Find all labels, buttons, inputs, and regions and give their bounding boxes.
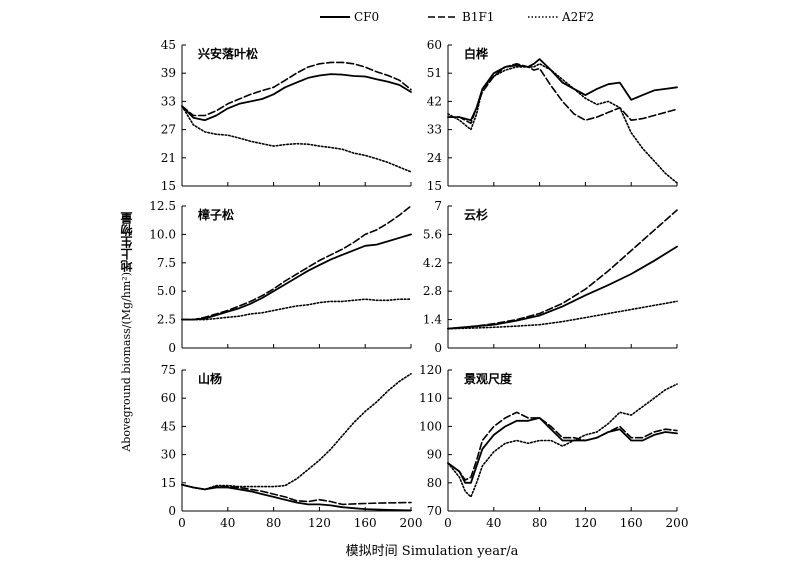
- panel-1: 15 21 27 33 39 45 兴安落叶松: [161, 38, 412, 193]
- y-tick-label: 100: [419, 419, 442, 433]
- panel-6: 70 80 90 100 110 120 0 40 80 120 160 200 景观尺度: [419, 363, 688, 530]
- y-tick-label: 75: [161, 363, 176, 377]
- y-tick-label: 45: [161, 38, 176, 52]
- series-line-b1f1: [181, 205, 412, 321]
- y-axis-title-cn: 地上生物量: [119, 212, 134, 272]
- series-line-b1f1: [181, 61, 412, 117]
- y-tick-label: 42: [427, 94, 442, 108]
- series-line-cf0: [181, 233, 412, 321]
- series-line-b1f1: [447, 209, 678, 330]
- x-tick-label: 120: [308, 516, 331, 530]
- y-tick-label: 7.5: [157, 256, 176, 270]
- y-tick-label: 70: [427, 504, 442, 518]
- panel-title: 兴安落叶松: [198, 46, 258, 61]
- x-tick-label: 0: [178, 516, 186, 530]
- y-tick-label: 15: [427, 179, 442, 193]
- y-tick-label: 7: [434, 199, 442, 213]
- series-line-cf0: [447, 416, 678, 484]
- y-tick-label: 51: [427, 66, 442, 80]
- y-tick-label: 5.6: [423, 227, 442, 241]
- y-tick-label: 90: [427, 448, 442, 462]
- y-tick-label: 39: [161, 66, 176, 80]
- series-line-b1f1: [447, 411, 678, 481]
- y-tick-label: 24: [427, 151, 443, 165]
- y-tick-label: 2.8: [423, 284, 442, 298]
- panel-3: 0 2.5 5.0 7.5 10.0 12.5 樟子松: [149, 199, 412, 355]
- panel-2: 15 24 33 42 51 60 白桦: [427, 38, 678, 193]
- series-line-a2f2: [181, 372, 412, 491]
- y-tick-label: 27: [161, 123, 176, 137]
- y-tick-label: 45: [161, 419, 176, 433]
- x-tick-label: 40: [220, 516, 235, 530]
- panel-5: 0 15 30 45 60 75 0 40 80 120 160 200 山杨: [161, 363, 423, 530]
- y-tick-label: 0: [168, 504, 176, 518]
- legend-label-a2f2: A2F2: [561, 10, 594, 24]
- y-axis-title-en: Aboveground biomass/(Mg/hm²): [119, 272, 133, 452]
- series-line-a2f2: [447, 62, 678, 184]
- panel-title: 樟子松: [198, 207, 234, 222]
- series-line-a2f2: [447, 300, 678, 330]
- y-tick-label: 2.5: [157, 313, 176, 327]
- y-tick-label: 0: [434, 341, 442, 355]
- y-tick-label: 10.0: [149, 227, 176, 241]
- y-tick-label: 33: [427, 123, 442, 137]
- y-tick-label: 4.2: [423, 256, 442, 270]
- y-tick-label: 12.5: [149, 199, 176, 213]
- y-tick-label: 60: [161, 391, 176, 405]
- y-axis-title: 地上生物量 Aboveground biomass/(Mg/hm²): [114, 212, 138, 452]
- y-tick-label: 0: [168, 341, 176, 355]
- series-line-cf0: [181, 483, 412, 512]
- y-tick-label: 33: [161, 94, 176, 108]
- legend-label-b1f1: B1F1: [462, 10, 494, 24]
- y-tick-label: 30: [161, 448, 176, 462]
- x-tick-label: 80: [532, 516, 547, 530]
- x-axis-title: 模拟时间 Simulation year/a: [346, 544, 519, 559]
- panel-title: 山杨: [198, 371, 222, 386]
- x-tick-label: 120: [574, 516, 597, 530]
- x-tick-label: 0: [444, 516, 452, 530]
- panel-title: 景观尺度: [464, 371, 513, 386]
- panel-title: 白桦: [464, 46, 488, 61]
- x-tick-label: 160: [354, 516, 377, 530]
- y-tick-label: 80: [427, 476, 442, 490]
- x-tick-label: 40: [486, 516, 501, 530]
- y-tick-label: 21: [161, 151, 176, 165]
- series-line-b1f1: [181, 483, 412, 506]
- series-line-a2f2: [181, 105, 412, 173]
- series-line-b1f1: [447, 62, 678, 125]
- y-tick-label: 15: [161, 179, 176, 193]
- y-tick-label: 120: [419, 363, 442, 377]
- panel-4: 0 1.4 2.8 4.2 5.6 7 云杉: [423, 199, 678, 355]
- x-tick-label: 80: [266, 516, 281, 530]
- y-tick-label: 110: [419, 391, 442, 405]
- y-tick-label: 60: [427, 38, 442, 52]
- y-tick-label: 15: [161, 476, 176, 490]
- series-line-a2f2: [447, 383, 678, 498]
- panel-title: 云杉: [464, 207, 488, 222]
- series-line-cf0: [181, 73, 412, 122]
- x-tick-label: 200: [400, 516, 423, 530]
- series-line-cf0: [447, 245, 678, 330]
- legend-label-cf0: CF0: [354, 10, 379, 24]
- series-line-a2f2: [181, 298, 412, 321]
- x-tick-label: 160: [620, 516, 643, 530]
- legend: CF0 B1F1 A2F2: [320, 10, 594, 24]
- y-tick-label: 1.4: [423, 313, 442, 327]
- x-tick-label: 200: [666, 516, 689, 530]
- y-tick-label: 5.0: [157, 284, 176, 298]
